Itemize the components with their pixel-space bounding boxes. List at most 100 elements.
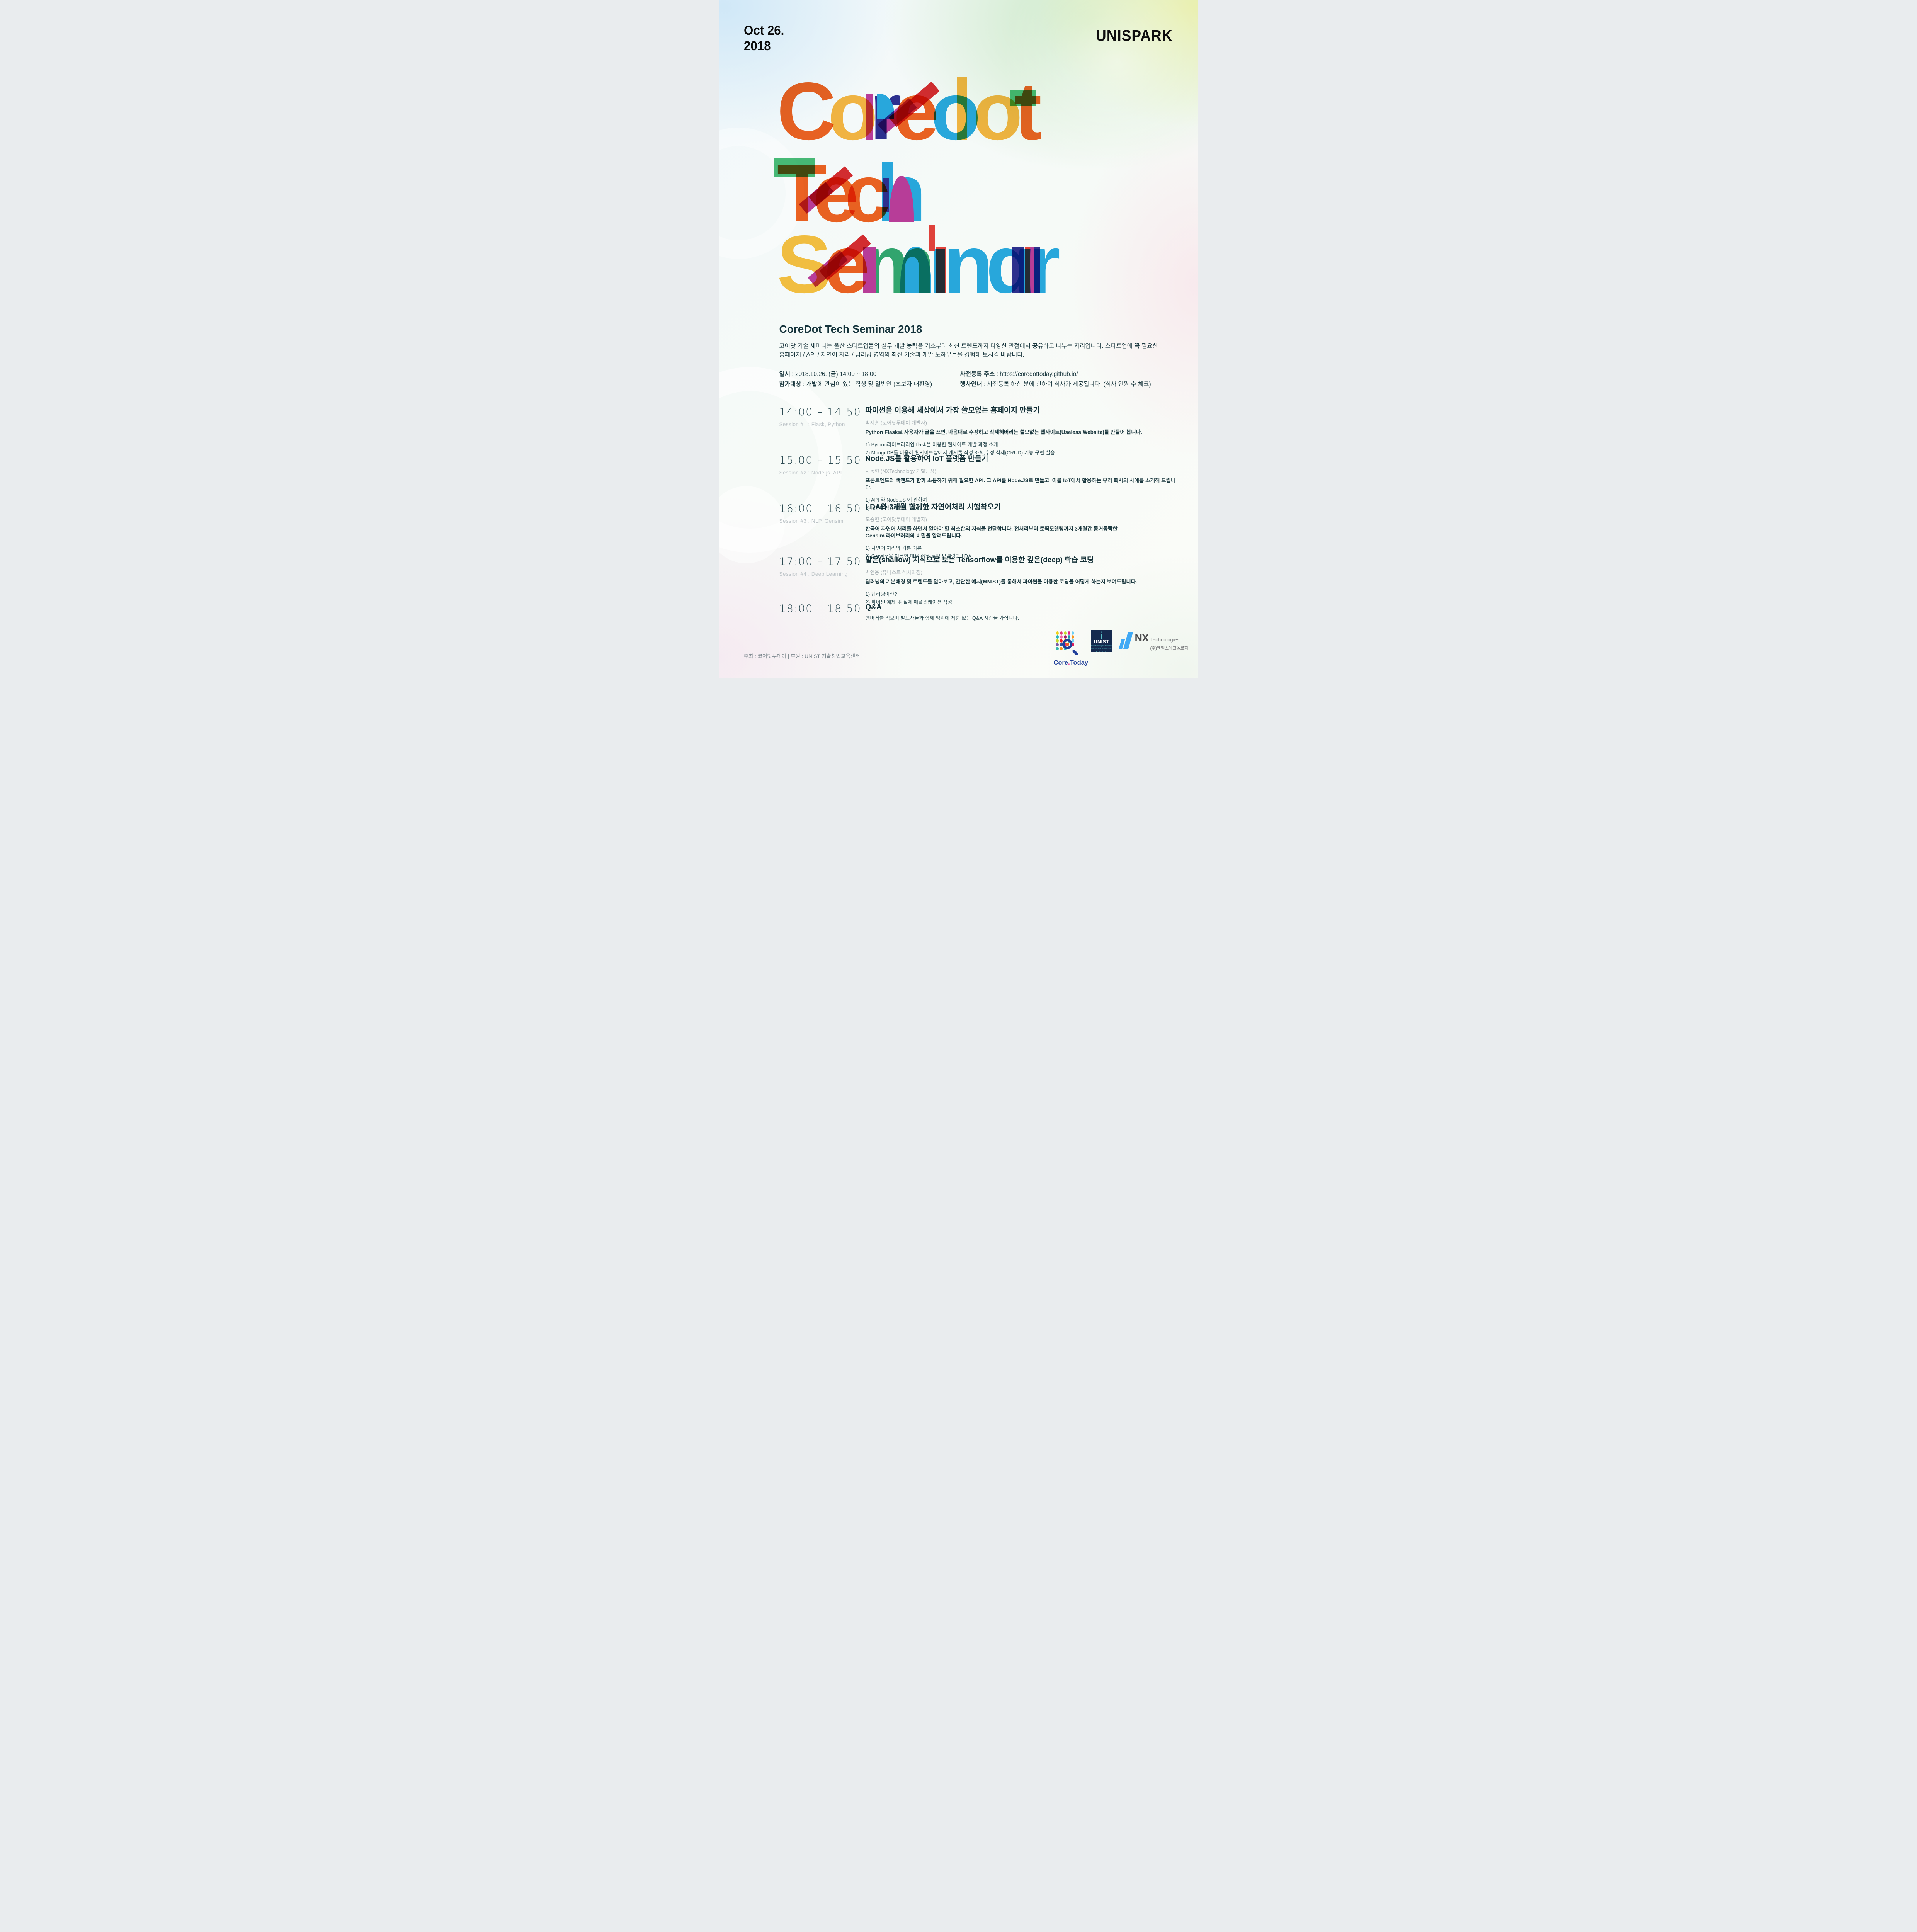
session-bullet: 2) 파이썬 예제 및 실제 애플리케이션 작성 [865, 599, 953, 605]
session-bullet: 1) Python라이브러리인 flask을 이용한 웹사이트 개발 과정 소개 [865, 441, 998, 447]
session-time-block: 15:00 – 15:50 Session #2 : Node.js, API [779, 454, 866, 476]
session-speaker: 도승헌 (코어닷투데이 개발자) [865, 516, 927, 522]
session-title: Q&A [865, 603, 882, 611]
session-row-2: 15:00 – 15:50 Session #2 : Node.js, API No… [779, 454, 1177, 512]
session-description: 딥러닝의 기본배경 및 트렌드를 알아보고, 간단한 예시(MNIST)를 통해… [866, 578, 1177, 585]
session-title: LDA와 3개월 함께한 자연어처리 시행착오기 [865, 503, 1001, 511]
event-date-line1: Oct 26. [743, 23, 784, 38]
intro-description-line1: 코어닷 기술 세미나는 울산 스타트업들의 실무 개발 능력을 기초부터 최신 … [779, 343, 1158, 349]
session-bullets: 1) 자연어 처리의 기본 이론 2) Gensim을 이용한 매우 쉬운 토픽 … [866, 544, 1177, 561]
session-body: Q&A 햄버거를 먹으며 발표자들과 함께 범위에 제한 없는 Q&A 시간을 가… [866, 603, 1177, 621]
coretoday-dot [1060, 643, 1063, 646]
event-date-line2: 2018 [743, 38, 771, 53]
info-label: 일시 [779, 371, 791, 378]
session-bullet: 1) 딥러닝이란? [865, 591, 897, 597]
coretoday-dot [1056, 639, 1059, 643]
info-value: : 개발에 관심이 있는 학생 및 일반인 (초보자 대환영) [801, 381, 932, 388]
session-time: 14:00 – 14:50 [779, 406, 861, 418]
unist-logo: ✳ UNIST ULSAN NATIONAL INSTITUTE OF SCIE… [1090, 630, 1112, 652]
unist-year: 2 0 0 9 [1096, 650, 1107, 652]
session-title: 얕은(shallow) 지식으로 보는 Tensorflow를 이용한 깊은(d… [865, 556, 1094, 564]
session-speaker: 박지훈 (코어닷투데이 개발자) [865, 420, 927, 426]
session-body: 얕은(shallow) 지식으로 보는 Tensorflow를 이용한 깊은(d… [866, 556, 1177, 607]
title-letter-C: C [777, 65, 836, 157]
session-time: 15:00 – 15:50 [779, 454, 861, 466]
session-time-block: 16:00 – 16:50 Session #3 : NLP, Gensim [779, 503, 866, 524]
session-description-line: 한국어 자연어 처리를 하면서 알아야 할 최소한의 지식을 전달합니다. 전처… [865, 526, 1118, 532]
coretoday-dot [1056, 647, 1059, 650]
session-description-line: 프론트엔드와 백엔드가 함께 소통하기 위해 필요한 API. 그 API를 N… [865, 477, 1176, 490]
session-description: 프론트엔드와 백엔드가 함께 소통하기 위해 필요한 API. 그 API를 N… [866, 477, 1177, 491]
session-speaker: 지동현 (NXTechnology 개발팀장) [865, 468, 936, 474]
session-body: Node.JS를 활용하여 IoT 플랫폼 만들기 지동현 (NXTechnolo… [866, 454, 1177, 512]
coretoday-dot [1067, 631, 1070, 635]
session-row-4: 17:00 – 17:50 Session #4 : Deep Learning 얕… [779, 556, 1177, 607]
coretoday-dot [1063, 635, 1067, 639]
info-row-right-0: 사전등록 주소 : https://coredottoday.github.io… [960, 370, 1177, 378]
session-time-block: 17:00 – 17:50 Session #4 : Deep Learning [779, 556, 866, 577]
nx-logo: NX Technologies (주)엔엑스테크놀로지 [1118, 632, 1188, 659]
unist-wordmark: UNIST [1094, 639, 1109, 645]
info-row-left-1: 참가대상 : 개발에 관심이 있는 학생 및 일반인 (초보자 대환영) [779, 380, 949, 388]
coretoday-dot [1071, 639, 1074, 643]
coretoday-dot [1060, 639, 1063, 643]
session-time: 16:00 – 16:50 [779, 503, 861, 515]
nx-wordmark: NX [1135, 632, 1149, 644]
coretoday-dot [1063, 631, 1067, 635]
coretoday-dot [1071, 635, 1074, 639]
title-letter-o: o [973, 65, 1023, 157]
info-value: : https://coredottoday.github.io/ [995, 371, 1078, 378]
session-description-line: Gensim 라이브러리의 비밀을 알려드립니다. [865, 532, 963, 539]
session-row-3: 16:00 – 16:50 Session #3 : NLP, Gensim LDA… [779, 503, 1177, 561]
info-label: 사전등록 주소 [960, 371, 995, 378]
intro-description: 코어닷 기술 세미나는 울산 스타트업들의 실무 개발 능력을 기초부터 최신 … [779, 342, 1189, 359]
session-bullets: 1) 딥러닝이란? 2) 파이썬 예제 및 실제 애플리케이션 작성 [866, 590, 1177, 607]
coretoday-dot [1060, 631, 1063, 635]
session-bullets: 1) API 와 Node.JS 에 관하여 2) IoT에 적용해 보는 Nod… [866, 496, 1177, 512]
nx-sub-wordmark: Technologies [1150, 637, 1180, 643]
unist-caption2: SCIENCE AND TECHNOLOGY [1091, 648, 1112, 650]
coretoday-dot: . [1068, 659, 1070, 666]
coretoday-part1: Core [1053, 659, 1068, 666]
session-tag: Session #3 : NLP, Gensim [779, 518, 844, 524]
session-bullet: 2) Gensim을 이용한 매우 쉬운 토픽 모델링과 LDA [865, 553, 971, 559]
coretoday-dot [1067, 635, 1070, 639]
session-time-block: 18:00 – 18:50 [779, 603, 866, 615]
info-value: : 2018.10.26. (금) 14:00 ~ 18:00 [790, 371, 877, 378]
session-row-1: 14:00 – 14:50 Session #1 : Flask, Python 파… [779, 406, 1177, 457]
info-row-right-1: 행사안내 : 사전등록 하신 분에 한하여 식사가 제공됩니다. (식사 인원 … [960, 380, 1177, 388]
magnifier-lens [1062, 639, 1072, 649]
session-bullets: 1) Python라이브러리인 flask을 이용한 웹사이트 개발 과정 소개… [866, 441, 1177, 457]
session-title: 파이썬을 이용해 세상에서 가장 쓸모없는 홈페이지 만들기 [865, 406, 1040, 415]
session-tag: Session #1 : Flask, Python [779, 422, 845, 427]
session-description-line: 딥러닝의 기본배경 및 트렌드를 알아보고, 간단한 예시(MNIST)를 통해… [865, 578, 1137, 585]
session-tag: Session #4 : Deep Learning [779, 571, 848, 577]
session-time-block: 14:00 – 14:50 Session #1 : Flask, Python [779, 406, 866, 427]
event-date: Oct 26. 2018 [744, 23, 784, 54]
coretoday-dot [1071, 643, 1074, 646]
magnifier-icon [1062, 639, 1080, 657]
session-row-5: 18:00 – 18:50 Q&A 햄버거를 먹으며 발표자들과 함께 범위에 제한… [779, 603, 1177, 621]
coretoday-dot [1056, 635, 1059, 639]
session-bullet: 1) 자연어 처리의 기본 이론 [865, 545, 922, 551]
session-description: 한국어 자연어 처리를 하면서 알아야 할 최소한의 지식을 전달합니다. 전처… [866, 526, 1177, 539]
info-row-left-0: 일시 : 2018.10.26. (금) 14:00 ~ 18:00 [779, 370, 949, 378]
magnifier-handle [1072, 649, 1078, 656]
sponsor-logos: Core.Today ✳ UNIST ULSAN NATIONAL INSTIT… [1054, 630, 1188, 667]
session-speaker: 박언용 (유니스트 석사과정) [865, 569, 922, 575]
coretoday-dot [1056, 631, 1059, 635]
intro-description-line2: 홈페이지 / API / 자연어 처리 / 딥러닝 영역의 최신 기술과 개발 … [779, 352, 1024, 358]
title-letter-e: e [808, 223, 871, 305]
session-description-line: 햄버거를 먹으며 발표자들과 함께 범위에 제한 없는 Q&A 시간을 가집니다… [865, 615, 1019, 621]
session-tag: Session #2 : Node.js, API [779, 470, 842, 476]
session-time: 17:00 – 17:50 [779, 556, 861, 568]
coretoday-dot [1056, 643, 1059, 646]
info-label: 행사안내 [960, 381, 982, 388]
page-title: CoreDot Tech Seminar 2018 [779, 323, 922, 335]
session-bullet: 2) IoT에 적용해 보는 Node.JS [865, 505, 930, 511]
session-description: 햄버거를 먹으며 발표자들과 함께 범위에 제한 없는 Q&A 시간을 가집니다… [866, 615, 1177, 622]
info-value: : 사전등록 하신 분에 한하여 식사가 제공됩니다. (식사 인원 수 체크) [982, 381, 1151, 388]
coretoday-logo: Core.Today [1054, 631, 1091, 667]
footer-credit: 주최 : 코어닷투데이 | 후원 : UNIST 기술창업교육센터 [743, 653, 860, 659]
